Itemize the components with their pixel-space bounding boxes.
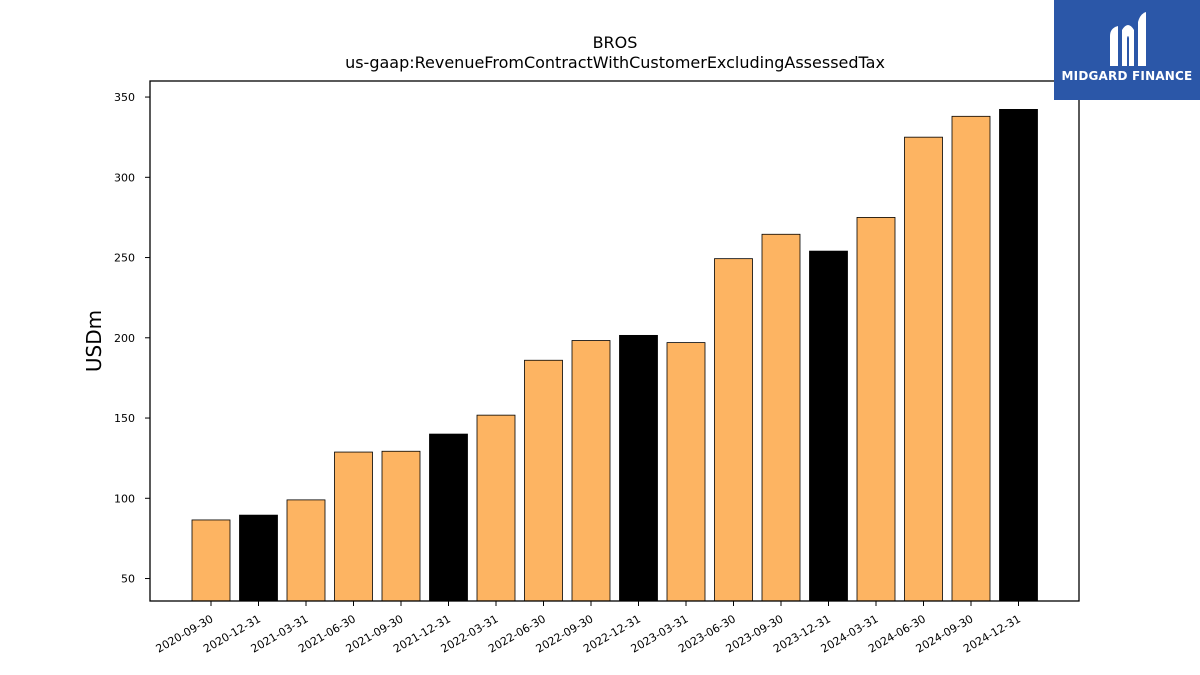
bar-2024-03-31: [856, 217, 896, 602]
brand-logo: MIDGARD FINANCE: [1054, 0, 1200, 100]
bar-2023-09-30: [761, 233, 801, 602]
bar-2024-12-31: [999, 109, 1038, 602]
bar-2023-03-31: [666, 342, 706, 602]
y-tick-label: 200: [114, 332, 135, 345]
y-ticks-group: 50 100 150 200 250 300 350: [114, 91, 150, 586]
plot-frame: [149, 80, 1080, 602]
bar-2024-06-30: [904, 136, 943, 602]
brand-logo-text: MIDGARD FINANCE: [1061, 69, 1193, 83]
bar-2021-09-30: [381, 450, 421, 602]
bar-2021-03-31: [286, 499, 326, 602]
bars-group: [191, 109, 1038, 602]
bar-2022-03-31: [476, 414, 516, 602]
y-tick-label: 300: [114, 171, 135, 184]
bar-2022-12-31: [619, 334, 658, 602]
bar-2023-06-30: [714, 258, 753, 602]
x-ticks-group: 2020-09-302020-12-312021-03-312021-06-30…: [154, 601, 1023, 656]
y-tick-label: 50: [121, 573, 135, 586]
bar-2020-09-30: [191, 519, 231, 602]
bar-2022-09-30: [571, 340, 611, 602]
y-tick-label: 150: [114, 412, 135, 425]
y-tick-label: 350: [114, 91, 135, 104]
bar-2023-12-31: [809, 250, 848, 602]
bar-2024-09-30: [951, 115, 991, 602]
bar-2022-06-30: [524, 359, 563, 602]
midgard-logo-icon: [1110, 12, 1146, 66]
bar-2021-12-31: [429, 433, 468, 602]
chart-title: BROS: [593, 33, 638, 52]
chart-subtitle: us-gaap:RevenueFromContractWithCustomerE…: [345, 53, 885, 72]
y-axis-label: USDm: [82, 310, 106, 372]
y-tick-label: 250: [114, 252, 135, 265]
bar-2021-06-30: [334, 451, 373, 602]
bar-2020-12-31: [239, 514, 278, 602]
y-tick-label: 100: [114, 492, 135, 505]
